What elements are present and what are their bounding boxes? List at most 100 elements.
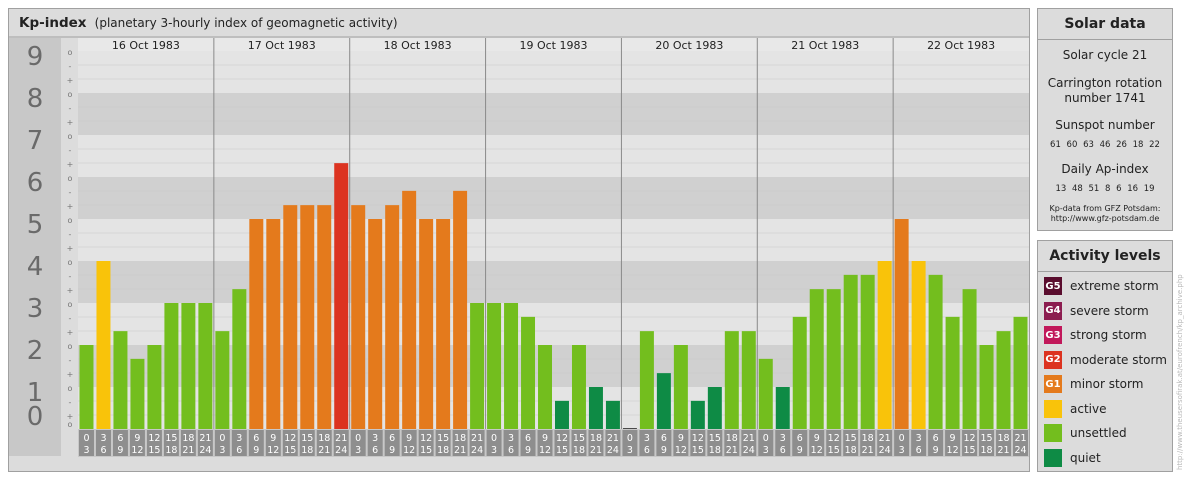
minor-tick-mark: + xyxy=(67,76,74,85)
x-interval-end: 12 xyxy=(131,445,143,456)
x-interval-start: 21 xyxy=(471,433,483,444)
x-interval-start: 18 xyxy=(862,433,874,444)
x-interval-cell xyxy=(248,430,264,456)
chart-title-row: Kp-index (planetary 3-hourly index of ge… xyxy=(19,15,398,31)
x-interval-cell xyxy=(112,430,128,456)
x-interval-start: 18 xyxy=(590,433,602,444)
x-interval-end: 21 xyxy=(590,445,602,456)
x-interval-start: 21 xyxy=(607,433,619,444)
x-interval-start: 0 xyxy=(899,433,905,444)
kp-bar xyxy=(419,219,434,429)
x-interval-end: 24 xyxy=(743,445,755,456)
kp-bar xyxy=(521,316,536,429)
x-interval-cell xyxy=(758,430,774,456)
x-interval-start: 15 xyxy=(301,433,313,444)
day-label: 19 Oct 1983 xyxy=(519,39,587,52)
legend-label: strong storm xyxy=(1070,328,1147,343)
x-interval-end: 9 xyxy=(389,445,395,456)
x-interval-end: 18 xyxy=(709,445,721,456)
minor-tick-mark: + xyxy=(67,412,74,421)
x-interval-end: 18 xyxy=(980,445,992,456)
x-interval-end: 3 xyxy=(219,445,225,456)
legend-item: G4 severe storm xyxy=(1044,299,1167,324)
legend-label: minor storm xyxy=(1070,377,1144,392)
x-interval-start: 21 xyxy=(335,433,347,444)
x-interval-cell xyxy=(945,430,961,456)
x-interval-start: 12 xyxy=(964,433,976,444)
x-interval-start: 18 xyxy=(997,433,1009,444)
kp-bar xyxy=(113,331,128,429)
legend-item: G2 moderate storm xyxy=(1044,348,1167,373)
kp-bar xyxy=(894,219,909,429)
day-label: 16 Oct 1983 xyxy=(112,39,180,52)
kp-bar xyxy=(470,303,485,429)
x-interval-start: 3 xyxy=(780,433,786,444)
kp-bar xyxy=(215,331,230,429)
minor-tick-mark: - xyxy=(69,104,72,113)
x-interval-cell xyxy=(299,430,315,456)
x-interval-cell xyxy=(95,430,111,456)
x-interval-end: 3 xyxy=(355,445,361,456)
x-interval-start: 12 xyxy=(692,433,704,444)
x-interval-end: 3 xyxy=(763,445,769,456)
x-interval-start: 12 xyxy=(420,433,432,444)
kp-bar xyxy=(622,428,637,429)
watermark-text: http://www.theusersofirak.at/eurofrench/… xyxy=(1176,274,1184,470)
minor-tick-mark: o xyxy=(68,258,73,267)
x-interval-cell xyxy=(418,430,434,456)
x-interval-start: 9 xyxy=(134,433,140,444)
kp-bar xyxy=(334,163,349,429)
kp-bar xyxy=(639,331,654,429)
minor-tick-mark: - xyxy=(69,230,72,239)
minor-tick-mark: + xyxy=(67,118,74,127)
x-interval-start: 0 xyxy=(219,433,225,444)
kp-bar xyxy=(877,261,892,429)
minor-tick-mark: - xyxy=(69,146,72,155)
minor-tick-mark: + xyxy=(67,202,74,211)
kp-bar xyxy=(453,190,468,429)
x-interval-start: 12 xyxy=(148,433,160,444)
kp-bar xyxy=(198,303,213,429)
x-interval-end: 12 xyxy=(539,445,551,456)
x-interval-end: 15 xyxy=(692,445,704,456)
x-interval-cell xyxy=(401,430,417,456)
x-interval-start: 6 xyxy=(797,433,803,444)
x-interval-cell xyxy=(996,430,1012,456)
solar-data-panel: Solar data Solar cycle 21 Carrington rot… xyxy=(1037,8,1173,231)
x-interval-cell xyxy=(503,430,519,456)
kp-band xyxy=(78,51,1029,93)
legend-swatch: G5 xyxy=(1044,277,1062,296)
x-interval-cell xyxy=(622,430,638,456)
x-interval-end: 21 xyxy=(862,445,874,456)
kp-bar xyxy=(130,358,145,429)
x-interval-end: 15 xyxy=(420,445,432,456)
y-tick-label: 1 xyxy=(27,378,44,408)
kp-bar xyxy=(741,331,756,429)
x-interval-cell xyxy=(741,430,757,456)
x-interval-start: 12 xyxy=(828,433,840,444)
x-interval-cell xyxy=(384,430,400,456)
x-interval-cell xyxy=(520,430,536,456)
legend-label: moderate storm xyxy=(1070,352,1167,367)
x-interval-cell xyxy=(163,430,179,456)
x-interval-cell xyxy=(129,430,145,456)
legend-item: G1 minor storm xyxy=(1044,372,1167,397)
day-label: 17 Oct 1983 xyxy=(248,39,316,52)
x-interval-cell xyxy=(860,430,876,456)
x-interval-start: 9 xyxy=(406,433,412,444)
x-interval-cell xyxy=(690,430,706,456)
carrington-line1: Carrington rotation xyxy=(1047,76,1163,90)
x-interval-start: 21 xyxy=(743,433,755,444)
x-interval-end: 18 xyxy=(845,445,857,456)
x-interval-cell xyxy=(877,430,893,456)
minor-tick-mark: + xyxy=(67,244,74,253)
legend-swatch: G4 xyxy=(1044,301,1062,320)
minor-tick-column xyxy=(62,38,77,429)
x-interval-cell xyxy=(214,430,230,456)
sunspot-title: Sunspot number xyxy=(1055,118,1155,132)
source-link[interactable]: http://www.gfz-potsdam.de xyxy=(1050,214,1160,223)
x-interval-start: 18 xyxy=(318,433,330,444)
x-interval-end: 21 xyxy=(454,445,466,456)
x-interval-start: 0 xyxy=(763,433,769,444)
x-interval-start: 12 xyxy=(556,433,568,444)
